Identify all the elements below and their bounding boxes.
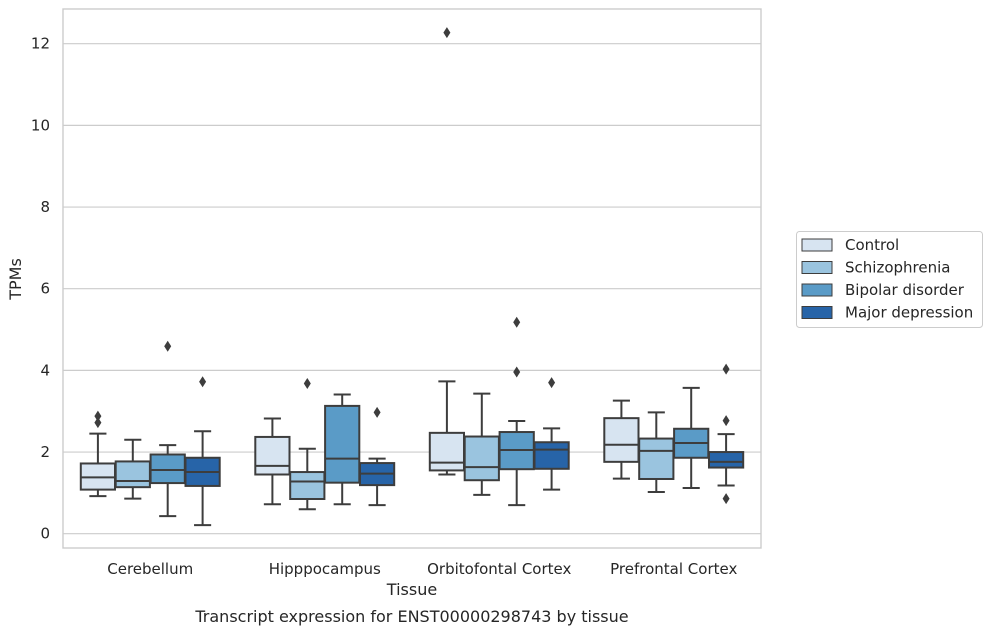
legend-swatch [801, 261, 833, 274]
box-body [463, 435, 500, 482]
box-control [254, 417, 291, 506]
legend-swatch [801, 306, 833, 319]
box-body [638, 437, 675, 480]
outlier-point [443, 27, 451, 39]
box-schizophrenia [463, 392, 500, 496]
x-tick-label: Hipppocampus [269, 560, 381, 578]
gridlines [63, 43, 761, 535]
boxes [79, 27, 745, 527]
box-bipolar-disorder [673, 386, 710, 489]
legend-swatch [801, 283, 833, 297]
outlier-point [373, 406, 381, 418]
outlier-point [722, 363, 730, 375]
outlier-point [164, 340, 172, 352]
outlier-point [199, 376, 207, 388]
box-major-depression [533, 377, 570, 491]
outlier-point [513, 366, 521, 378]
outlier-point [722, 415, 730, 427]
box-bipolar-disorder [498, 316, 535, 507]
box-control [428, 27, 466, 476]
outlier-point [722, 493, 730, 505]
outlier-point [303, 377, 311, 389]
chart-caption: Transcript expression for ENST0000029874… [194, 607, 628, 626]
box-body [254, 435, 291, 476]
legend-label: Bipolar disorder [845, 281, 965, 299]
y-tick-label: 12 [31, 35, 50, 53]
legend: Control Schizophrenia Bipolar disorder Majo… [796, 231, 983, 328]
outlier-point [94, 410, 102, 422]
box-schizophrenia [114, 438, 151, 500]
box-body [603, 417, 640, 463]
box-body [114, 460, 151, 489]
legend-label: Control [845, 236, 899, 254]
y-axis-label: TPMs [6, 258, 25, 301]
outlier-point [513, 316, 521, 328]
y-tick-label: 10 [31, 116, 50, 134]
outlier-point [548, 377, 556, 389]
legend-label: Major depression [845, 304, 973, 322]
y-tick-label: 6 [40, 280, 50, 298]
legend-frame [796, 231, 983, 328]
legend-swatch [801, 238, 833, 252]
legend-label: Schizophrenia [845, 259, 950, 277]
y-tick-label: 0 [40, 525, 50, 543]
x-tick-label: Cerebellum [107, 560, 193, 578]
box-major-depression [358, 406, 396, 507]
x-tick-labels: Cerebellum Hipppocampus Orbitofontal Corte… [107, 560, 737, 578]
y-tick-label: 8 [40, 198, 50, 216]
box-body [533, 441, 570, 470]
box-bipolar-disorder [324, 393, 361, 506]
y-tick-labels: 0 2 4 6 8 10 12 [31, 35, 50, 543]
plot-frame [62, 8, 762, 549]
x-axis-label: Tissue [386, 580, 437, 599]
box-schizophrenia [638, 411, 675, 494]
outlier-point [94, 417, 102, 429]
box-body [324, 404, 361, 484]
box-schizophrenia [289, 377, 326, 511]
box-major-depression [184, 376, 221, 527]
y-tick-label: 2 [40, 443, 50, 461]
box-body [289, 471, 326, 500]
box-body [428, 431, 466, 472]
box-control [603, 399, 640, 480]
box-body [149, 453, 186, 485]
x-tick-label: Orbitofontal Cortex [427, 560, 571, 578]
y-tick-label: 4 [40, 361, 50, 379]
box-major-depression [707, 363, 745, 505]
x-tick-label: Prefrontal Cortex [610, 560, 737, 578]
box-body [707, 451, 745, 469]
